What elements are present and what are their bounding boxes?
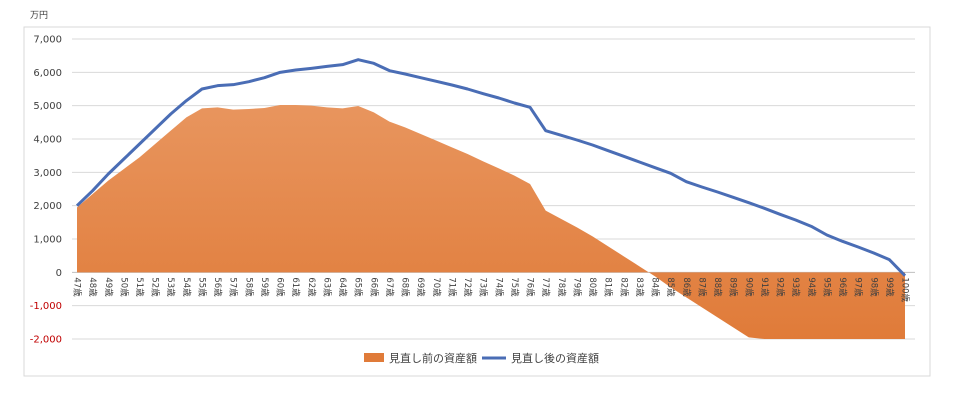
y-axis-ticks: 7,000 6,000 5,000 4,000 3,000 2,000 1,000 0 -1,0…	[30, 35, 62, 346]
x-tick-label: 71歳	[446, 277, 457, 297]
area-series-layer	[77, 105, 905, 339]
x-tick-label: 65歳	[353, 277, 364, 297]
line-series-after	[75, 58, 907, 277]
y-tick-label: 3,000	[33, 168, 62, 179]
x-tick-label: 57歳	[228, 277, 239, 297]
y-tick-label: 7,000	[33, 35, 62, 46]
x-tick-label: 70歳	[431, 277, 442, 297]
x-tick-label: 66歳	[368, 277, 379, 297]
x-tick-label: 49歳	[103, 277, 114, 297]
legend-label-before: 見直し前の資産額	[389, 351, 477, 365]
x-tick-label: 50歳	[118, 277, 129, 297]
x-tick-label: 55歳	[196, 277, 207, 297]
x-tick-label: 92歳	[775, 277, 786, 297]
x-tick-label: 87歳	[696, 277, 707, 297]
y-tick-label: 0	[56, 268, 62, 279]
x-tick-label: 83歳	[634, 277, 645, 297]
x-tick-label: 81歳	[603, 277, 614, 297]
x-tick-label: 82歳	[618, 277, 629, 297]
x-tick-label: 60歳	[275, 277, 286, 297]
x-tick-label: 68歳	[400, 277, 411, 297]
x-tick-label: 63歳	[321, 277, 332, 297]
x-tick-label: 85歳	[665, 277, 676, 297]
x-tick-label: 74歳	[493, 277, 504, 297]
line-series-layer	[75, 58, 907, 277]
x-tick-label: 79歳	[571, 277, 582, 297]
legend-label-after: 見直し後の資産額	[511, 351, 599, 365]
y-tick-label: 5,000	[33, 101, 62, 112]
y-unit-label: 万円	[30, 10, 48, 21]
x-tick-label: 77歳	[540, 277, 551, 297]
y-tick-label: 6,000	[33, 68, 62, 79]
y-tick-label: -1,000	[30, 301, 62, 312]
x-tick-label: 67歳	[384, 277, 395, 297]
x-tick-label: 53歳	[165, 277, 176, 297]
y-tick-label: -2,000	[30, 335, 62, 346]
x-tick-label: 72歳	[462, 277, 473, 297]
x-tick-label: 69歳	[415, 277, 426, 297]
legend-swatch-before	[364, 353, 384, 362]
x-tick-label: 96歳	[837, 277, 848, 297]
x-tick-label: 64歳	[337, 277, 348, 297]
x-tick-label: 56歳	[212, 277, 223, 297]
x-tick-label: 100歳	[900, 277, 911, 302]
x-tick-label: 89歳	[728, 277, 739, 297]
x-tick-label: 61歳	[290, 277, 301, 297]
x-axis-ticks: 47歳 48歳 49歳 50歳 51歳 52歳 53歳 54歳 55歳 56歳 57歳 58歳 59歳 6…	[72, 277, 911, 302]
x-tick-label: 59歳	[259, 277, 270, 297]
x-tick-label: 80歳	[587, 277, 598, 297]
x-tick-label: 97歳	[853, 277, 864, 297]
x-tick-label: 73歳	[478, 277, 489, 297]
x-tick-label: 94歳	[806, 277, 817, 297]
x-tick-label: 86歳	[681, 277, 692, 297]
x-tick-label: 90歳	[743, 277, 754, 297]
x-tick-label: 99歳	[884, 277, 895, 297]
x-tick-label: 91歳	[759, 277, 770, 297]
x-tick-label: 58歳	[243, 277, 254, 297]
x-tick-label: 62歳	[306, 277, 317, 297]
x-tick-label: 47歳	[72, 277, 83, 297]
area-series-before	[77, 105, 905, 339]
x-tick-label: 54歳	[181, 277, 192, 297]
y-tick-label: 4,000	[33, 135, 62, 146]
x-tick-label: 93歳	[790, 277, 801, 297]
x-tick-label: 48歳	[87, 277, 98, 297]
y-tick-label: 1,000	[33, 235, 62, 246]
x-tick-label: 84歳	[650, 277, 661, 297]
y-tick-label: 2,000	[33, 201, 62, 212]
x-tick-label: 52歳	[150, 277, 161, 297]
x-tick-label: 51歳	[134, 277, 145, 297]
x-tick-label: 75歳	[509, 277, 520, 297]
x-tick-label: 76歳	[525, 277, 536, 297]
x-tick-label: 98歳	[868, 277, 879, 297]
x-tick-label: 95歳	[821, 277, 832, 297]
legend: 見直し前の資産額 見直し後の資産額	[364, 351, 599, 365]
x-tick-label: 78歳	[556, 277, 567, 297]
x-tick-label: 88歳	[712, 277, 723, 297]
